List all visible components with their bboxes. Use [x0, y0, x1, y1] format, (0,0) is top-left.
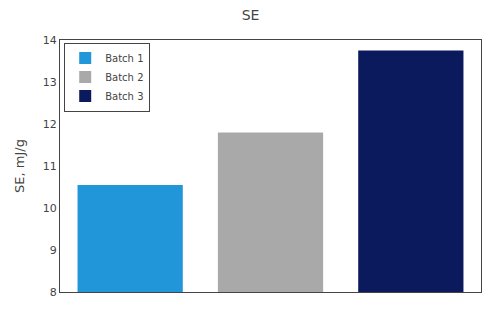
svg-text:Batch 1: Batch 1	[105, 53, 143, 64]
svg-text:SE: SE	[242, 7, 260, 23]
svg-text:13: 13	[43, 76, 57, 89]
svg-text:11: 11	[43, 160, 57, 173]
svg-text:SE, mJ/g: SE, mJ/g	[12, 139, 27, 193]
svg-text:12: 12	[43, 118, 57, 131]
svg-text:14: 14	[43, 34, 57, 47]
svg-text:10: 10	[43, 202, 57, 215]
svg-text:9: 9	[50, 244, 57, 257]
svg-text:Batch 3: Batch 3	[105, 91, 143, 102]
svg-text:Batch 2: Batch 2	[105, 72, 143, 83]
svg-text:8: 8	[50, 286, 57, 299]
